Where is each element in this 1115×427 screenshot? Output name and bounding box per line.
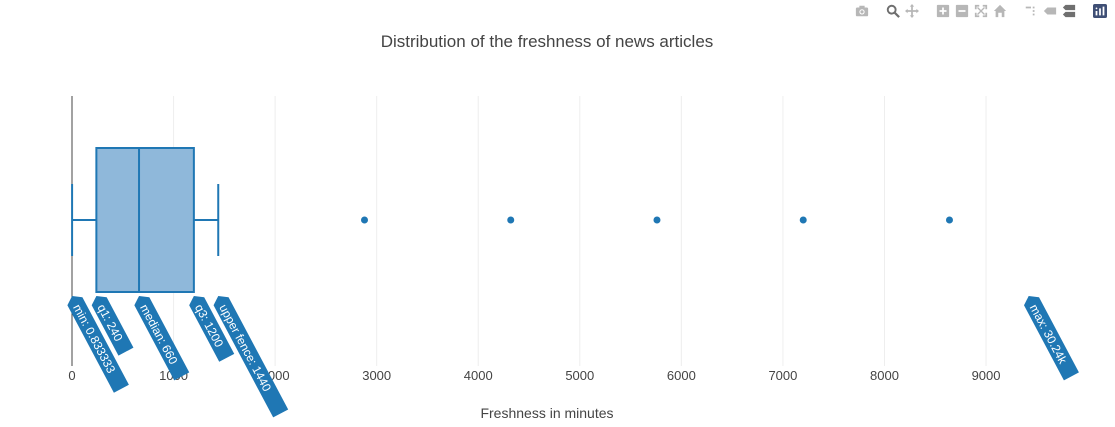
x-axis-label: Freshness in minutes <box>480 405 613 421</box>
box-iqr[interactable] <box>95 147 195 293</box>
camera-icon[interactable] <box>852 2 871 20</box>
spike-lines-icon[interactable] <box>1021 2 1040 20</box>
hover-label-background <box>189 296 235 362</box>
zoom-in-icon[interactable] <box>933 2 952 20</box>
x-tick-label: 5000 <box>565 368 594 383</box>
outlier-point[interactable] <box>799 216 807 224</box>
x-tick-label: 4000 <box>464 368 493 383</box>
x-tick-label: 9000 <box>972 368 1001 383</box>
plotly-logo-icon[interactable] <box>1090 2 1109 20</box>
zoom-out-icon[interactable] <box>952 2 971 20</box>
autoscale-icon[interactable] <box>971 2 990 20</box>
x-tick-label: 3000 <box>362 368 391 383</box>
outlier-point[interactable] <box>360 216 368 224</box>
zoom-icon[interactable] <box>883 2 902 20</box>
x-tick-label: 0 <box>68 368 75 383</box>
hover-label-background <box>213 296 289 418</box>
hover-label-text: median: 660 <box>137 302 181 367</box>
modebar <box>852 2 1109 20</box>
pan-icon[interactable] <box>902 2 921 20</box>
hover-label-text: max: 30.24k <box>1027 302 1071 367</box>
outlier-point[interactable] <box>653 216 661 224</box>
x-tick-label: 7000 <box>768 368 797 383</box>
hover-compare-icon[interactable] <box>1059 2 1078 20</box>
hover-label-background <box>134 296 190 381</box>
reset-axes-icon[interactable] <box>990 2 1009 20</box>
hover-label-max: max: 30.24k <box>1024 296 1079 381</box>
x-tick-label: 8000 <box>870 368 899 383</box>
hover-label-background <box>91 296 134 356</box>
x-tick-label: 6000 <box>667 368 696 383</box>
hover-label-background <box>1024 296 1079 381</box>
outlier-point[interactable] <box>507 216 515 224</box>
hover-label-background <box>67 296 129 393</box>
chart-title: Distribution of the freshness of news ar… <box>381 32 714 51</box>
hover-closest-icon[interactable] <box>1040 2 1059 20</box>
outlier-point[interactable] <box>945 216 953 224</box>
